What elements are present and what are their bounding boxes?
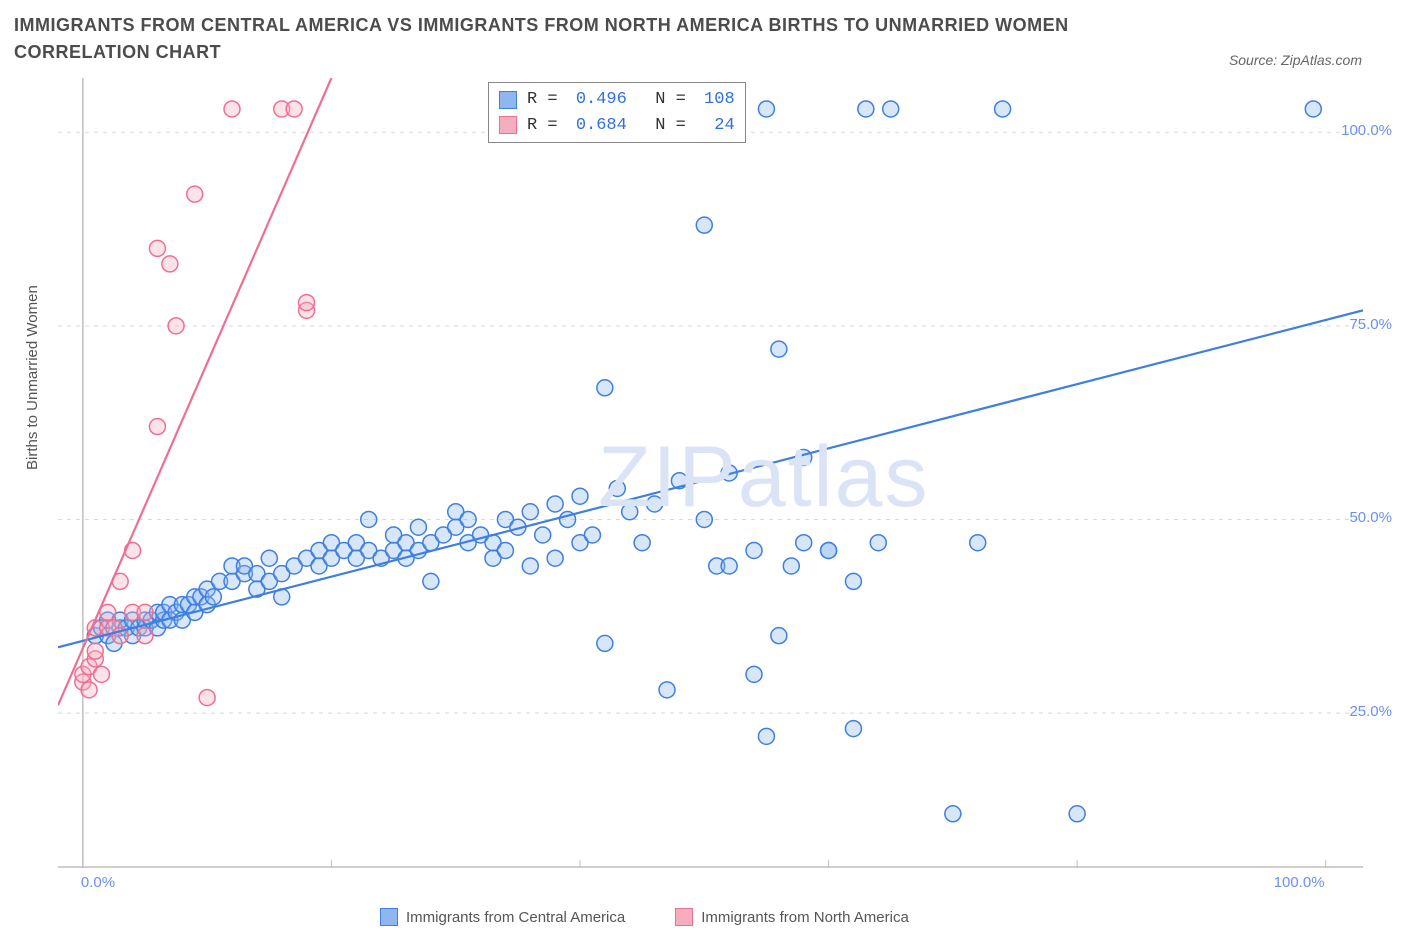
data-point (94, 666, 110, 682)
stat-r-value: 0.684 (576, 113, 627, 139)
y-tick-label: 75.0% (1349, 316, 1392, 333)
data-point (137, 628, 153, 644)
data-point (758, 728, 774, 744)
data-point (995, 101, 1011, 117)
data-point (547, 550, 563, 566)
stat-r-label: R = (527, 113, 568, 139)
data-point (609, 480, 625, 496)
y-tick-label: 25.0% (1349, 703, 1392, 720)
data-point (224, 101, 240, 117)
data-point (870, 535, 886, 551)
data-point (261, 550, 277, 566)
data-point (423, 573, 439, 589)
x-tick-label: 100.0% (1274, 874, 1325, 891)
data-point (199, 690, 215, 706)
trend-line (58, 310, 1363, 647)
plot-svg (58, 78, 1363, 868)
stat-n-value: 24 (704, 113, 735, 139)
data-point (858, 101, 874, 117)
data-point (522, 558, 538, 574)
data-point (845, 721, 861, 737)
stat-r-value: 0.496 (576, 87, 627, 113)
data-point (497, 542, 513, 558)
stat-n-label: N = (635, 87, 696, 113)
stats-row: R = 0.684 N = 24 (499, 113, 735, 139)
data-point (547, 496, 563, 512)
data-point (187, 186, 203, 202)
data-point (584, 527, 600, 543)
data-point (597, 635, 613, 651)
data-point (796, 450, 812, 466)
data-point (1069, 806, 1085, 822)
data-point (696, 217, 712, 233)
scatter-plot: ZIPatlas R = 0.496 N = 108R = 0.684 N = … (58, 78, 1363, 868)
data-point (945, 806, 961, 822)
data-point (286, 101, 302, 117)
legend-bottom: Immigrants from Central America Immigran… (380, 908, 909, 926)
legend-swatch-icon (675, 908, 693, 926)
data-point (659, 682, 675, 698)
y-tick-label: 100.0% (1341, 122, 1392, 139)
data-point (796, 535, 812, 551)
data-point (299, 295, 315, 311)
source-citation: Source: ZipAtlas.com (1229, 52, 1362, 68)
legend-label: Immigrants from Central America (406, 909, 625, 926)
data-point (746, 666, 762, 682)
x-tick-label: 0.0% (81, 874, 115, 891)
data-point (597, 380, 613, 396)
data-point (168, 318, 184, 334)
stats-swatch-icon (499, 91, 517, 109)
data-point (970, 535, 986, 551)
data-point (696, 511, 712, 527)
data-point (87, 643, 103, 659)
stats-row: R = 0.496 N = 108 (499, 87, 735, 113)
stat-r-label: R = (527, 87, 568, 113)
data-point (81, 682, 97, 698)
y-tick-label: 50.0% (1349, 509, 1392, 526)
data-point (883, 101, 899, 117)
data-point (622, 504, 638, 520)
data-point (361, 511, 377, 527)
data-point (410, 519, 426, 535)
data-point (149, 419, 165, 435)
correlation-stats-box: R = 0.496 N = 108R = 0.684 N = 24 (488, 82, 746, 143)
data-point (205, 589, 221, 605)
data-point (771, 341, 787, 357)
legend-swatch-icon (380, 908, 398, 926)
legend-item-central: Immigrants from Central America (380, 908, 625, 926)
data-point (572, 488, 588, 504)
y-axis-label: Births to Unmarried Women (24, 285, 41, 470)
legend-label: Immigrants from North America (701, 909, 909, 926)
legend-item-north: Immigrants from North America (675, 908, 909, 926)
data-point (821, 542, 837, 558)
data-point (647, 496, 663, 512)
data-point (634, 535, 650, 551)
stat-n-label: N = (635, 113, 696, 139)
data-point (522, 504, 538, 520)
chart-title: IMMIGRANTS FROM CENTRAL AMERICA VS IMMIG… (14, 12, 1114, 66)
data-point (746, 542, 762, 558)
stats-swatch-icon (499, 116, 517, 134)
data-point (783, 558, 799, 574)
data-point (1305, 101, 1321, 117)
data-point (758, 101, 774, 117)
data-point (845, 573, 861, 589)
data-point (137, 604, 153, 620)
data-point (460, 511, 476, 527)
data-point (771, 628, 787, 644)
stat-n-value: 108 (704, 87, 735, 113)
data-point (162, 256, 178, 272)
data-point (149, 240, 165, 256)
data-point (721, 558, 737, 574)
data-point (535, 527, 551, 543)
